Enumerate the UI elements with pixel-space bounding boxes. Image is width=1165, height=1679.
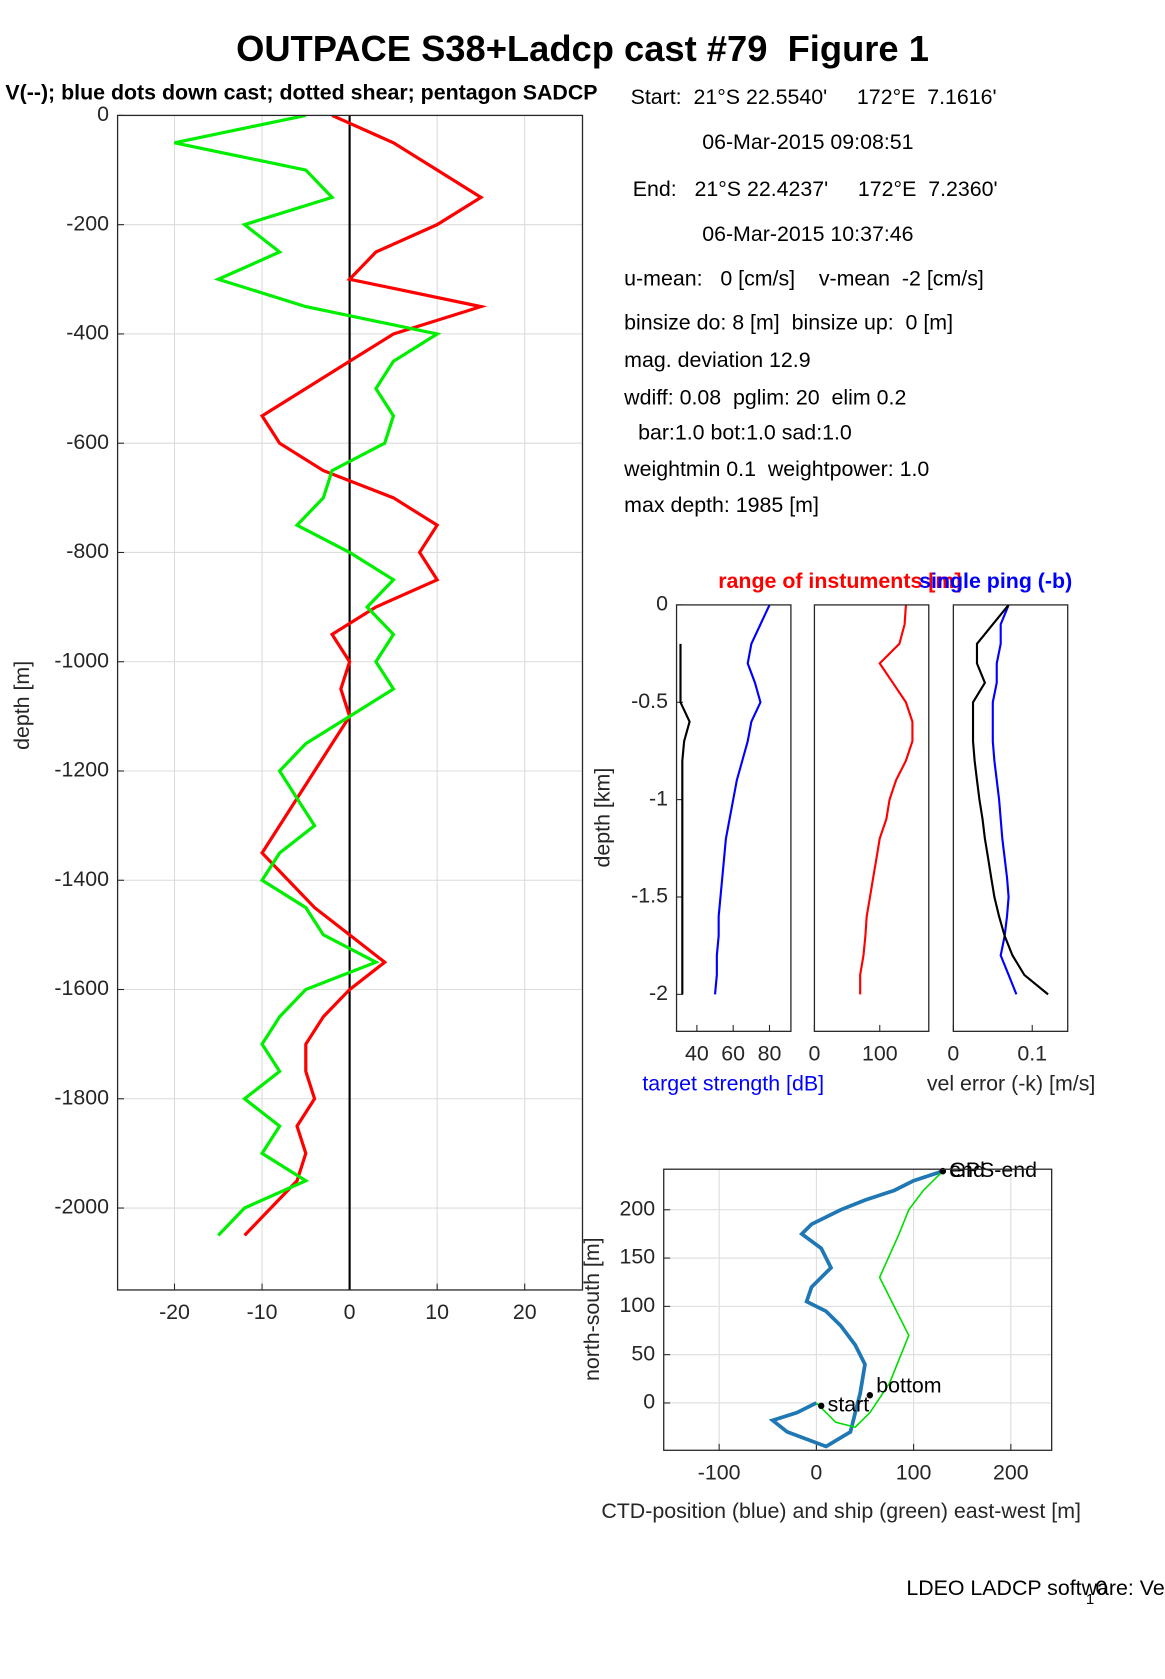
x-tick-label: 0	[808, 1041, 820, 1065]
annotation: start	[828, 1392, 870, 1416]
profile-line	[174, 115, 442, 1237]
plot-area	[859, 604, 914, 995]
info-line: weightmin 0.1 weightpower: 1.0	[623, 457, 929, 481]
info-line: mag. deviation 12.9	[624, 348, 810, 372]
info-line: wdiff: 0.08 pglim: 20 elim 0.2	[623, 385, 906, 409]
y-axis-label: north-south [m]	[580, 1237, 604, 1381]
plot-area	[174, 115, 488, 1290]
annotation-point	[866, 1392, 874, 1399]
axes-frame	[116, 114, 584, 1291]
x-tick-label: 100	[896, 1460, 932, 1484]
x-tick-label: 100	[862, 1041, 898, 1065]
annotation-point	[818, 1402, 825, 1410]
track-line	[768, 1169, 944, 1449]
y-tick-label: -400	[66, 321, 109, 345]
plot-area	[768, 1169, 944, 1449]
y-tick-label: -2	[649, 981, 668, 1005]
x-tick-label: -100	[698, 1460, 741, 1484]
x-tick-label: 200	[993, 1460, 1029, 1484]
axes-frame	[813, 604, 930, 1032]
annotation: bottom	[876, 1373, 941, 1397]
axes-frame	[663, 1168, 1053, 1451]
info-line: max depth: 1985 [m]	[624, 493, 819, 517]
x-tick-label: 0.1	[1017, 1041, 1047, 1065]
y-tick-label: -1800	[54, 1085, 109, 1109]
axes-frame	[952, 604, 1069, 1032]
info-line: binsize do: 8 [m] binsize up: 0 [m]	[624, 310, 953, 334]
figure-title: OUTPACE S38+Ladcp cast #79 Figure 1	[236, 28, 929, 69]
profile-line	[971, 604, 1049, 996]
info-line: u-mean: 0 [cm/s] v-mean -2 [cm/s]	[624, 267, 984, 291]
track-line	[815, 1170, 944, 1428]
profile-line	[991, 604, 1018, 995]
x-axis-label: CTD-position (blue) and ship (green) eas…	[601, 1499, 1081, 1523]
x-tick-label: -20	[159, 1300, 190, 1324]
y-tick-label: -1600	[54, 976, 109, 1000]
x-tick-label: -10	[247, 1300, 278, 1324]
y-tick-label: -1200	[54, 758, 109, 782]
info-line: Start: 21°S 22.5540' 172°E 7.1616'	[631, 85, 997, 109]
x-tick-label: 80	[758, 1041, 782, 1065]
y-tick-label: 150	[620, 1245, 656, 1269]
plot-area	[679, 604, 771, 995]
info-line: 06-Mar-2015 10:37:46	[702, 222, 913, 246]
y-tick-label: -1000	[54, 648, 109, 672]
y-tick-label: -2000	[54, 1195, 109, 1219]
x-axis-label: target strength [dB]	[642, 1071, 824, 1095]
y-tick-label: -1400	[54, 867, 109, 891]
plot-area	[971, 604, 1049, 996]
footer: LDEO LADCP software: Version IX	[906, 1576, 1165, 1600]
info-line: bar:1.0 bot:1.0 sad:1.0	[638, 421, 852, 445]
y-axis-label: depth [km]	[591, 768, 615, 868]
profile-line	[859, 604, 914, 995]
y-tick-label: -200	[66, 211, 109, 235]
x-axis-label: vel error (-k) [m/s]	[927, 1071, 1095, 1095]
footer-tail: 0	[1095, 1576, 1107, 1600]
y-tick-label: -800	[66, 539, 109, 563]
x-tick-label: 20	[513, 1300, 537, 1324]
info-line: 06-Mar-2015 09:08:51	[702, 130, 913, 154]
axes-frame	[675, 604, 792, 1032]
panel-title: range of instuments [m]	[718, 569, 961, 593]
x-tick-label: 60	[721, 1041, 745, 1065]
y-tick-label: -1	[649, 786, 668, 810]
subtitle: V(--); blue dots down cast; dotted shear…	[5, 81, 597, 105]
y-tick-label: -600	[66, 430, 109, 454]
profile-line	[679, 643, 691, 995]
y-tick-label: -0.5	[631, 689, 668, 713]
y-tick-label: 200	[620, 1196, 656, 1220]
y-tick-label: 0	[656, 592, 668, 616]
profile-line	[713, 604, 771, 995]
y-axis-label: depth [m]	[10, 661, 34, 750]
y-tick-label: 100	[620, 1293, 656, 1317]
x-tick-label: 40	[685, 1041, 709, 1065]
x-tick-label: 10	[425, 1300, 449, 1324]
footer-subscript: 1	[1086, 1591, 1094, 1608]
profile-line	[243, 115, 488, 1237]
x-tick-label: 0	[947, 1041, 959, 1065]
x-tick-label: 0	[344, 1300, 356, 1324]
y-tick-label: 0	[643, 1390, 655, 1414]
y-tick-label: -1.5	[631, 884, 668, 908]
y-tick-label: 0	[97, 102, 109, 126]
x-tick-label: 0	[810, 1460, 822, 1484]
panel-title: single ping (-b)	[919, 569, 1072, 593]
y-tick-label: 50	[631, 1341, 655, 1365]
info-line: End: 21°S 22.4237' 172°E 7.2360'	[633, 177, 998, 201]
